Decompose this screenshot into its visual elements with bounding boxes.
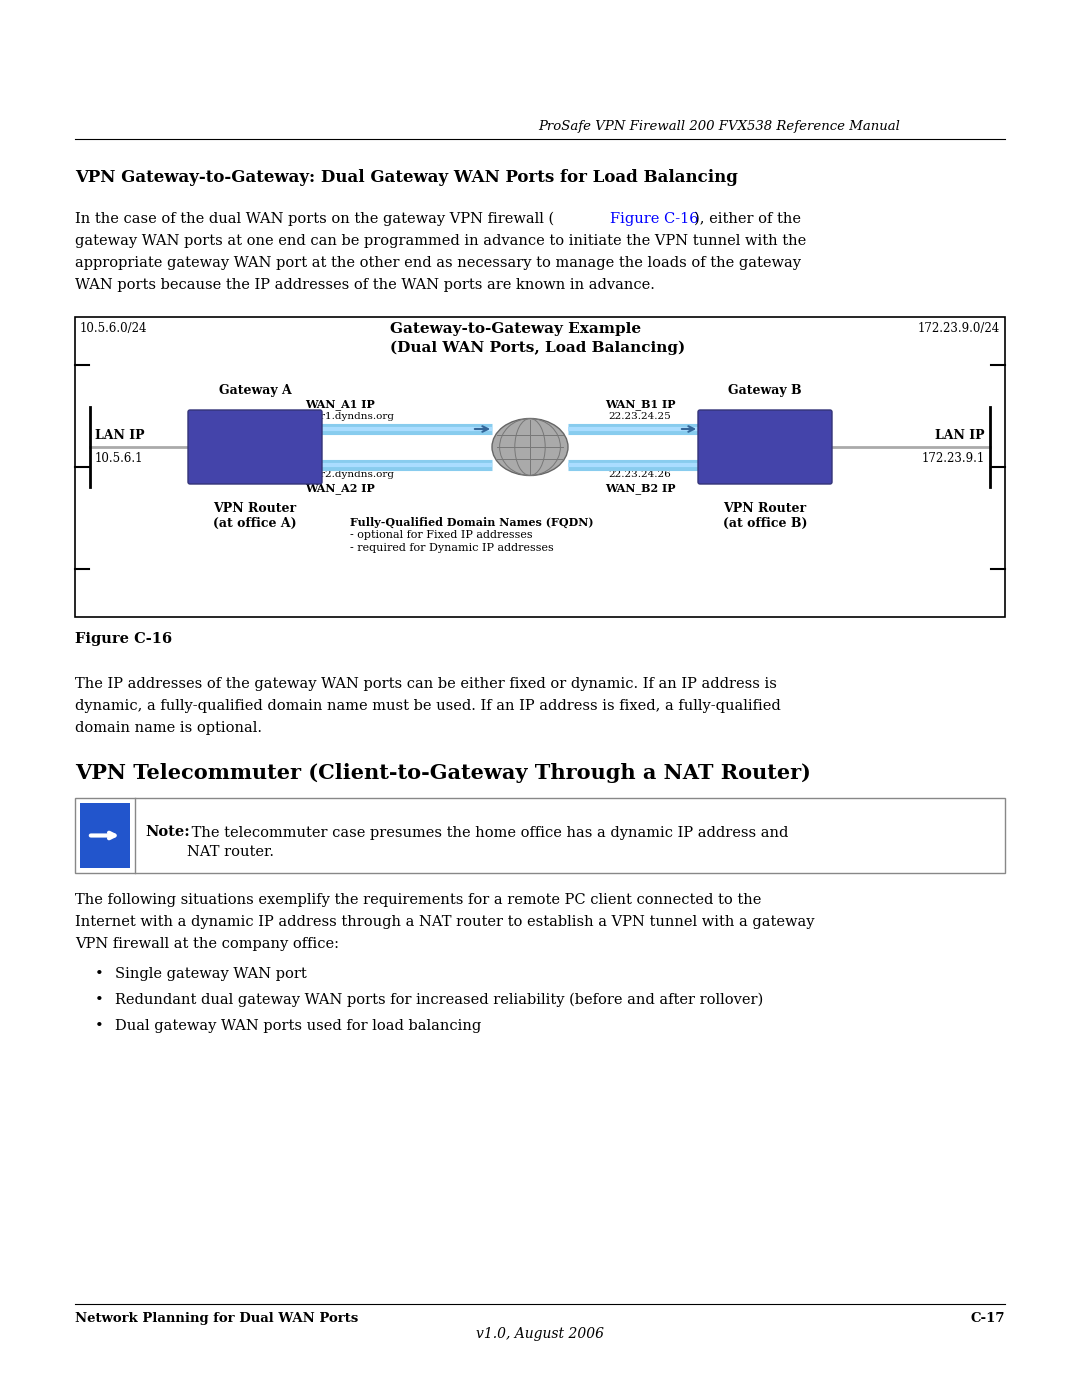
- Text: •: •: [95, 993, 104, 1007]
- Text: WAN_A1 IP: WAN_A1 IP: [306, 400, 375, 409]
- Text: VPN Router: VPN Router: [724, 502, 807, 515]
- Text: ), either of the: ), either of the: [694, 212, 801, 226]
- Text: domain name is optional.: domain name is optional.: [75, 721, 262, 735]
- Text: v1.0, August 2006: v1.0, August 2006: [476, 1327, 604, 1341]
- Text: dynamic, a fully-qualified domain name must be used. If an IP address is fixed, : dynamic, a fully-qualified domain name m…: [75, 698, 781, 712]
- Text: WAN ports because the IP addresses of the WAN ports are known in advance.: WAN ports because the IP addresses of th…: [75, 278, 654, 292]
- FancyBboxPatch shape: [698, 409, 832, 483]
- Text: VPN Telecommuter (Client-to-Gateway Through a NAT Router): VPN Telecommuter (Client-to-Gateway Thro…: [75, 763, 811, 782]
- Text: Gateway A: Gateway A: [218, 384, 292, 397]
- Text: (Dual WAN Ports, Load Balancing): (Dual WAN Ports, Load Balancing): [390, 341, 685, 355]
- Text: Internet with a dynamic IP address through a NAT router to establish a VPN tunne: Internet with a dynamic IP address throu…: [75, 915, 814, 929]
- Text: Gateway B: Gateway B: [728, 384, 801, 397]
- Text: Note:: Note:: [145, 826, 190, 840]
- Bar: [75, 798, 1005, 873]
- Text: The IP addresses of the gateway WAN ports can be either fixed or dynamic. If an : The IP addresses of the gateway WAN port…: [75, 678, 777, 692]
- FancyBboxPatch shape: [188, 409, 322, 483]
- Text: 10.5.6.1: 10.5.6.1: [95, 453, 144, 465]
- Text: appropriate gateway WAN port at the other end as necessary to manage the loads o: appropriate gateway WAN port at the othe…: [75, 256, 801, 270]
- Text: (at office A): (at office A): [213, 517, 297, 529]
- Text: Network Planning for Dual WAN Ports: Network Planning for Dual WAN Ports: [75, 1312, 359, 1324]
- Bar: [75, 317, 1005, 617]
- Text: The following situations exemplify the requirements for a remote PC client conne: The following situations exemplify the r…: [75, 893, 761, 907]
- Text: 172.23.9.1: 172.23.9.1: [921, 453, 985, 465]
- Text: C-17: C-17: [971, 1312, 1005, 1324]
- Text: Figure C-16: Figure C-16: [75, 631, 172, 645]
- Text: Fully-Qualified Domain Names (FQDN): Fully-Qualified Domain Names (FQDN): [350, 517, 594, 528]
- Text: (at office B): (at office B): [723, 517, 807, 529]
- Text: Single gateway WAN port: Single gateway WAN port: [114, 967, 307, 981]
- Text: Gateway-to-Gateway Example: Gateway-to-Gateway Example: [390, 321, 642, 337]
- Text: - optional for Fixed IP addresses: - optional for Fixed IP addresses: [350, 529, 532, 541]
- Text: 22.23.24.26: 22.23.24.26: [609, 469, 672, 479]
- Text: LAN IP: LAN IP: [935, 429, 985, 441]
- Text: Redundant dual gateway WAN ports for increased reliability (before and after rol: Redundant dual gateway WAN ports for inc…: [114, 993, 764, 1007]
- Text: LAN IP: LAN IP: [95, 429, 145, 441]
- Text: Dual gateway WAN ports used for load balancing: Dual gateway WAN ports used for load bal…: [114, 1018, 482, 1032]
- Text: - required for Dynamic IP addresses: - required for Dynamic IP addresses: [350, 543, 554, 553]
- Text: VPN Gateway-to-Gateway: Dual Gateway WAN Ports for Load Balancing: VPN Gateway-to-Gateway: Dual Gateway WAN…: [75, 169, 738, 186]
- Text: 10.5.6.0/24: 10.5.6.0/24: [80, 321, 148, 335]
- Text: In the case of the dual WAN ports on the gateway VPN firewall (: In the case of the dual WAN ports on the…: [75, 212, 554, 226]
- Text: WAN_B2 IP: WAN_B2 IP: [605, 483, 675, 495]
- Text: VPN Router: VPN Router: [214, 502, 297, 515]
- Text: ProSafe VPN Firewall 200 FVX538 Reference Manual: ProSafe VPN Firewall 200 FVX538 Referenc…: [538, 120, 900, 133]
- Text: netgear1.dyndns.org: netgear1.dyndns.org: [285, 412, 395, 420]
- Text: gateway WAN ports at one end can be programmed in advance to initiate the VPN tu: gateway WAN ports at one end can be prog…: [75, 235, 807, 249]
- Text: NAT router.: NAT router.: [187, 845, 274, 859]
- Text: •: •: [95, 967, 104, 981]
- Text: VPN firewall at the company office:: VPN firewall at the company office:: [75, 937, 339, 951]
- Text: WAN_B1 IP: WAN_B1 IP: [605, 400, 675, 409]
- Text: Figure C-16: Figure C-16: [610, 212, 699, 226]
- Ellipse shape: [492, 419, 568, 475]
- Bar: [80, 803, 130, 868]
- Text: •: •: [95, 1018, 104, 1032]
- Text: netgear2.dyndns.org: netgear2.dyndns.org: [285, 469, 395, 479]
- Text: INTERNET: INTERNET: [502, 440, 557, 448]
- Text: 22.23.24.25: 22.23.24.25: [609, 412, 672, 420]
- Text: 172.23.9.0/24: 172.23.9.0/24: [918, 321, 1000, 335]
- Text: The telecommuter case presumes the home office has a dynamic IP address and: The telecommuter case presumes the home …: [187, 826, 788, 840]
- Text: WAN_A2 IP: WAN_A2 IP: [306, 483, 375, 495]
